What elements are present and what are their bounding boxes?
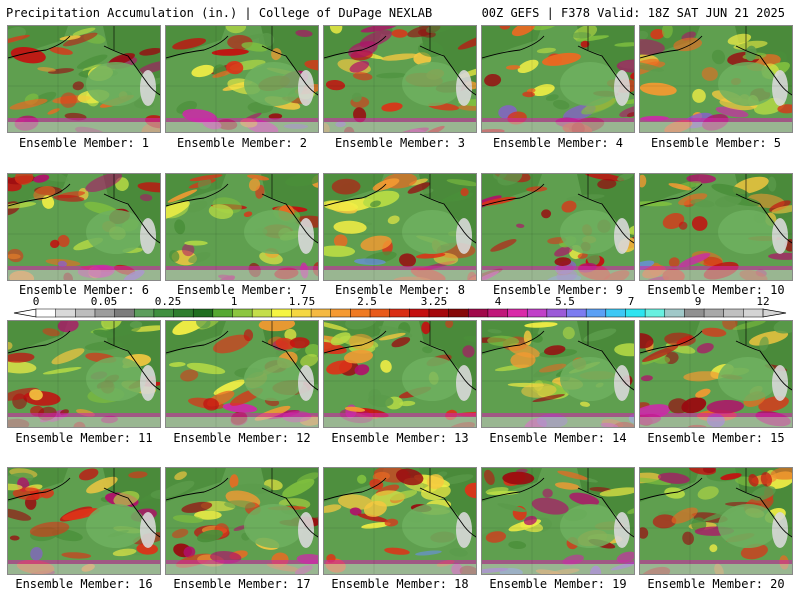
member-label: Ensemble Member: 12 (173, 431, 311, 445)
member-map (481, 467, 635, 575)
colorbar-swatch (566, 308, 587, 318)
member-label: Ensemble Member: 18 (331, 577, 469, 591)
colorbar-swatch (644, 308, 666, 318)
member-map (323, 25, 477, 133)
colorbar-tick-label: 1.75 (288, 295, 316, 308)
member-label: Ensemble Member: 11 (15, 431, 153, 445)
colorbar-swatch (369, 308, 391, 318)
member-map (481, 320, 635, 428)
member-map (481, 173, 635, 281)
member-map (639, 467, 793, 575)
member-map (7, 467, 161, 575)
colorbar-tick-label: 9 (694, 295, 702, 308)
member-label: Ensemble Member: 6 (18, 283, 150, 297)
member-map (323, 173, 477, 281)
colorbar-swatch (664, 308, 685, 318)
member-label: Ensemble Member: 16 (15, 577, 153, 591)
colorbar-swatch (743, 308, 764, 318)
member-map (323, 320, 477, 428)
member-map (165, 25, 319, 133)
member-map (165, 467, 319, 575)
colorbar-tick-label: 2.5 (357, 295, 377, 308)
member-map (639, 173, 793, 281)
member-label: Ensemble Member: 1 (18, 136, 150, 150)
colorbar-swatch (75, 308, 96, 318)
run-valid-time: 00Z GEFS | F378 Valid: 18Z SAT JUN 21 20… (481, 6, 785, 20)
colorbar-swatch (153, 308, 175, 318)
colorbar-swatch (232, 308, 253, 318)
colorbar-swatch (271, 308, 292, 318)
colorbar-tick-label: 0 (32, 295, 40, 308)
colorbar-swatch (350, 308, 371, 318)
member-label: Ensemble Member: 10 (647, 283, 785, 297)
colorbar-swatch (212, 308, 234, 318)
colorbar-swatch (330, 308, 351, 318)
colorbar-swatch (310, 308, 332, 318)
member-label: Ensemble Member: 17 (173, 577, 311, 591)
member-label: Ensemble Member: 3 (334, 136, 466, 150)
colorbar-swatch (173, 308, 194, 318)
colorbar-swatch (605, 308, 627, 318)
colorbar-swatch (291, 308, 312, 318)
colorbar-swatch (546, 308, 568, 318)
colorbar-swatch (526, 308, 548, 318)
colorbar-tick-label: 0.25 (154, 295, 182, 308)
colorbar-swatch (723, 308, 744, 318)
colorbar-swatch (703, 308, 725, 318)
colorbar-swatch (468, 308, 489, 318)
member-map (7, 320, 161, 428)
member-label: Ensemble Member: 9 (492, 283, 624, 297)
member-label: Ensemble Member: 15 (647, 431, 785, 445)
colorbar-swatch (684, 308, 705, 318)
colorbar-swatch (251, 308, 273, 318)
colorbar-swatch (487, 308, 509, 318)
colorbar-swatch (389, 308, 410, 318)
colorbar-swatch (55, 308, 76, 318)
colorbar-swatch (585, 308, 607, 318)
member-map (7, 25, 161, 133)
member-map (639, 25, 793, 133)
member-label: Ensemble Member: 19 (489, 577, 627, 591)
member-map (7, 173, 161, 281)
member-label: Ensemble Member: 2 (176, 136, 308, 150)
colorbar-swatch (94, 308, 116, 318)
colorbar-swatch (448, 308, 469, 318)
colorbar-tick-label: 4 (494, 295, 502, 308)
member-label: Ensemble Member: 20 (647, 577, 785, 591)
member-label: Ensemble Member: 8 (334, 283, 466, 297)
colorbar-tick-label: 1 (230, 295, 238, 308)
colorbar-tick-label: 0.05 (90, 295, 118, 308)
colorbar-swatch (133, 308, 155, 318)
member-map (639, 320, 793, 428)
member-label: Ensemble Member: 13 (331, 431, 469, 445)
member-map (481, 25, 635, 133)
colorbar-swatch (114, 308, 135, 318)
precip-colorbar (13, 308, 787, 318)
colorbar-swatch (428, 308, 450, 318)
colorbar-swatch (409, 308, 430, 318)
member-map (323, 467, 477, 575)
colorbar-swatch (35, 308, 57, 318)
colorbar-left-arrow (13, 308, 37, 318)
colorbar-tick-label: 5.5 (555, 295, 575, 308)
colorbar-tick-label: 12 (756, 295, 770, 308)
colorbar-tick-label: 7 (627, 295, 635, 308)
colorbar-swatch (625, 308, 646, 318)
member-map (165, 320, 319, 428)
member-label: Ensemble Member: 14 (489, 431, 627, 445)
colorbar-swatch (192, 308, 214, 318)
map-title: Precipitation Accumulation (in.) | Colle… (6, 6, 433, 20)
member-label: Ensemble Member: 7 (176, 283, 308, 297)
colorbar-right-arrow (762, 308, 787, 318)
colorbar-tick-label: 3.25 (420, 295, 448, 308)
member-label: Ensemble Member: 4 (492, 136, 624, 150)
member-map (165, 173, 319, 281)
member-label: Ensemble Member: 5 (650, 136, 782, 150)
colorbar-swatch (507, 308, 528, 318)
